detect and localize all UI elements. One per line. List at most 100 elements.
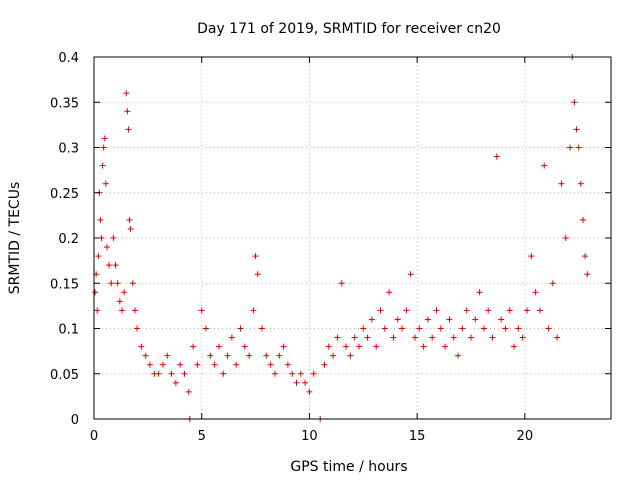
data-point — [399, 325, 406, 332]
data-point — [271, 370, 278, 377]
data-point — [94, 307, 101, 314]
data-point — [246, 352, 253, 359]
data-point — [164, 352, 171, 359]
data-point — [252, 253, 259, 260]
y-tick-label: 0.1 — [58, 323, 79, 338]
data-point — [125, 126, 132, 133]
data-point — [515, 325, 522, 332]
data-point — [263, 352, 270, 359]
data-point — [463, 307, 470, 314]
y-tick-label: 0.3 — [58, 142, 79, 157]
data-point — [297, 370, 304, 377]
data-point — [112, 262, 119, 269]
data-point — [233, 361, 240, 368]
data-point — [276, 352, 283, 359]
y-tick-labels: 0 0.05 0.1 0.15 0.2 0.25 0.3 0.35 0.4 — [50, 51, 79, 428]
data-point — [519, 334, 526, 341]
data-point — [330, 352, 337, 359]
axis-ticks — [93, 56, 611, 420]
data-point — [121, 289, 128, 296]
data-point — [493, 153, 500, 160]
y-tick-label: 0.35 — [50, 96, 79, 111]
data-point — [420, 343, 427, 350]
data-point — [411, 334, 418, 341]
data-point — [459, 325, 466, 332]
data-point — [489, 334, 496, 341]
data-point — [177, 361, 184, 368]
data-point — [172, 379, 179, 386]
data-point — [506, 307, 513, 314]
data-point — [284, 361, 291, 368]
data-point — [211, 361, 218, 368]
data-point — [254, 271, 261, 278]
data-point — [124, 108, 131, 115]
data-point — [467, 334, 474, 341]
y-tick-label: 0 — [71, 413, 79, 428]
data-point — [101, 135, 108, 142]
data-point — [138, 343, 145, 350]
data-point — [126, 216, 133, 223]
data-point — [92, 289, 99, 296]
data-point — [123, 90, 130, 97]
data-point — [106, 262, 113, 269]
data-point — [511, 343, 518, 350]
data-point — [364, 334, 371, 341]
y-tick-label: 0.4 — [58, 51, 79, 66]
data-point — [129, 280, 136, 287]
data-point — [573, 126, 580, 133]
data-point — [108, 280, 115, 287]
y-tick-label: 0.05 — [50, 368, 79, 383]
data-point — [343, 343, 350, 350]
data-point — [549, 280, 556, 287]
data-point — [267, 361, 274, 368]
data-point — [97, 216, 104, 223]
data-point — [571, 99, 578, 106]
x-tick-label: 20 — [517, 429, 534, 444]
data-point — [134, 325, 141, 332]
data-point — [310, 370, 317, 377]
data-point — [325, 343, 332, 350]
data-point — [190, 343, 197, 350]
plot-frame — [93, 56, 612, 420]
data-point — [528, 253, 535, 260]
data-point — [541, 162, 548, 169]
data-point — [577, 180, 584, 187]
x-tick-labels: 0 5 10 15 20 — [90, 429, 533, 444]
data-point — [472, 316, 479, 323]
data-point — [502, 325, 509, 332]
data-point — [110, 235, 117, 241]
data-point — [351, 334, 358, 341]
data-point — [536, 307, 543, 314]
data-point — [127, 225, 134, 232]
data-point — [103, 244, 110, 251]
data-point — [241, 343, 248, 350]
data-point — [424, 316, 431, 323]
data-point — [168, 370, 175, 377]
data-point — [437, 325, 444, 332]
data-point — [203, 325, 210, 332]
data-point — [446, 316, 453, 323]
data-point — [147, 361, 154, 368]
data-point — [532, 289, 539, 296]
data-point — [155, 370, 162, 377]
data-point — [220, 370, 227, 377]
data-point — [554, 334, 561, 341]
data-point — [99, 162, 106, 169]
data-point — [442, 343, 449, 350]
y-tick-label: 0.25 — [50, 187, 79, 202]
data-point — [476, 289, 483, 296]
data-point — [579, 216, 586, 223]
data-point — [584, 271, 591, 278]
data-point — [215, 343, 222, 350]
data-point — [523, 307, 530, 314]
data-point — [368, 316, 375, 323]
data-point — [102, 180, 109, 187]
y-axis-label: SRMTID / TECUs — [7, 182, 23, 295]
data-point — [302, 379, 309, 386]
data-point — [237, 325, 244, 332]
data-point — [338, 280, 345, 287]
data-point — [455, 352, 462, 359]
y-tick-label: 0.15 — [50, 277, 79, 292]
data-point — [198, 307, 205, 314]
